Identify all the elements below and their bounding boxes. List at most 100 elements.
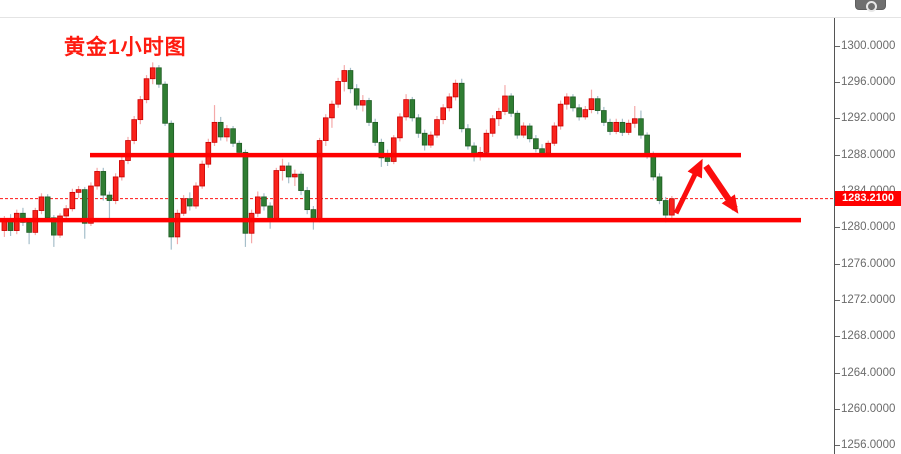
bull-candle — [403, 99, 409, 118]
bear-candle — [409, 99, 416, 119]
bull-candle — [434, 119, 440, 136]
bear-candle — [384, 157, 391, 162]
bull-candle — [125, 140, 131, 161]
bull-candle — [279, 165, 286, 171]
bear-candle — [514, 112, 521, 136]
bear-candle — [366, 100, 372, 123]
bull-candle — [137, 99, 144, 121]
bull-candle — [224, 128, 230, 138]
price-tick-label: 1272.0000 — [841, 294, 896, 307]
bull-candle — [94, 171, 100, 187]
bull-candle — [119, 160, 125, 178]
bear-candle — [162, 83, 168, 124]
bull-candle — [322, 117, 329, 141]
bear-candle — [662, 200, 669, 216]
bear-candle — [576, 107, 582, 118]
bull-candle — [397, 116, 403, 139]
bull-candle — [149, 67, 156, 80]
bear-candle — [217, 121, 224, 138]
bull-candle — [588, 98, 595, 111]
bull-candle — [440, 107, 446, 121]
bull-candle — [625, 122, 632, 133]
panel-divider — [0, 17, 901, 18]
bear-candle — [533, 138, 539, 150]
snapshot-button[interactable] — [855, 0, 886, 12]
bull-candle — [502, 95, 508, 112]
bull-candle — [446, 96, 453, 109]
price-tick-label: 1264.0000 — [841, 366, 896, 379]
bear-candle — [607, 121, 613, 132]
bear-candle — [51, 217, 57, 236]
bear-candle — [539, 148, 545, 154]
bull-candle — [273, 170, 280, 220]
chart-title: 黄金1小时图 — [64, 36, 187, 59]
price-tick-label: 1300.0000 — [841, 39, 896, 52]
bull-candle — [211, 121, 218, 143]
bull-candle — [428, 134, 434, 146]
bull-candle — [316, 140, 323, 220]
bull-candle — [38, 196, 45, 211]
bull-candle — [669, 198, 675, 216]
bear-candle — [619, 121, 626, 133]
bear-candle — [26, 221, 32, 233]
price-tick-label: 1288.0000 — [841, 148, 896, 161]
bear-candle — [186, 198, 193, 207]
bear-candle — [44, 196, 51, 219]
bull-candle — [143, 78, 150, 101]
bear-candle — [285, 165, 292, 178]
bear-candle — [570, 96, 576, 109]
bear-candle — [236, 142, 243, 153]
bear-candle — [304, 190, 311, 211]
bull-candle — [292, 173, 298, 178]
bear-candle — [20, 212, 26, 223]
bear-candle — [242, 151, 249, 234]
price-tick-label: 1260.0000 — [841, 403, 896, 416]
bull-candle — [248, 212, 255, 234]
bull-candle — [520, 125, 527, 136]
bear-candle — [508, 95, 514, 114]
bull-candle — [329, 103, 335, 119]
bull-candle — [557, 103, 564, 127]
bear-candle — [656, 176, 663, 201]
bull-candle — [551, 125, 558, 144]
bear-candle — [100, 171, 107, 196]
bull-candle — [131, 119, 137, 141]
bear-candle — [298, 173, 304, 191]
trend-arrow-down — [703, 164, 739, 214]
trend-arrow-up — [673, 158, 703, 215]
bull-candle — [335, 81, 341, 105]
price-tick-label: 1292.0000 — [841, 112, 896, 125]
bear-candle — [601, 110, 607, 123]
bull-candle — [613, 121, 620, 132]
bear-candle — [310, 209, 317, 220]
bull-candle — [483, 132, 490, 153]
camera-icon — [866, 1, 877, 12]
bear-candle — [465, 128, 471, 147]
bull-candle — [341, 70, 348, 82]
candlestick-chart[interactable] — [0, 0, 845, 454]
bear-candle — [230, 128, 236, 144]
bull-candle — [563, 96, 570, 105]
bull-candle — [57, 215, 63, 236]
bull-candle — [360, 100, 366, 106]
bull-candle — [631, 118, 638, 124]
bear-candle — [81, 189, 88, 224]
bull-candle — [193, 185, 199, 207]
bull-candle — [452, 82, 459, 98]
bull-candle — [390, 137, 397, 162]
bull-candle — [489, 118, 496, 134]
price-tick-label: 1268.0000 — [841, 330, 896, 343]
bull-candle — [495, 111, 502, 120]
bull-candle — [582, 109, 589, 118]
bear-candle — [168, 122, 175, 238]
bear-candle — [378, 141, 385, 159]
bear-candle — [594, 98, 601, 111]
bull-candle — [199, 163, 205, 187]
level-lines — [0, 152, 801, 223]
bear-candle — [415, 117, 422, 134]
bear-candle — [267, 205, 273, 220]
bull-candle — [112, 176, 119, 201]
bull-candle — [63, 208, 69, 217]
price-tick-label: 1280.0000 — [841, 221, 896, 234]
bear-candle — [353, 88, 360, 106]
